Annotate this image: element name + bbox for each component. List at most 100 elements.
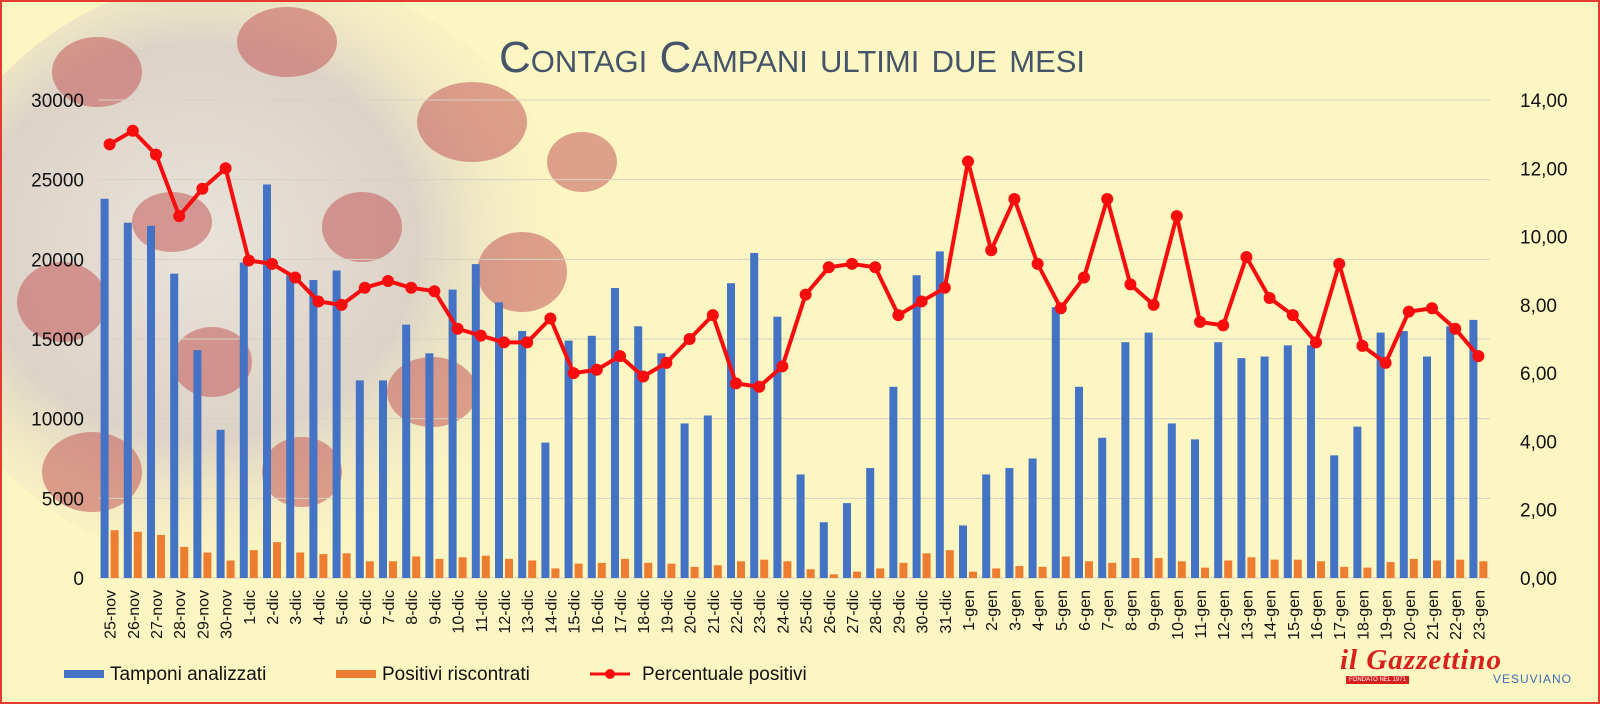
left-tick-label: 20000	[31, 250, 84, 271]
x-tick-label: 25-nov	[103, 590, 120, 639]
point-percentuale	[1310, 336, 1322, 349]
x-tick-label: 12-gen	[1216, 590, 1233, 640]
bar-tamponi	[889, 386, 898, 578]
bar-tamponi	[1423, 356, 1431, 578]
point-percentuale	[1147, 298, 1160, 311]
point-percentuale	[219, 162, 232, 175]
point-percentuale	[985, 244, 998, 257]
point-percentuale	[358, 281, 371, 294]
bar-tamponi	[425, 353, 434, 578]
point-percentuale	[544, 312, 557, 325]
bar-tamponi	[286, 275, 295, 578]
point-percentuale	[1217, 319, 1230, 332]
bar-tamponi	[263, 184, 271, 579]
x-tick-label: 26-nov	[126, 590, 143, 639]
bar-tamponi	[471, 264, 480, 578]
bar-positivi	[319, 554, 328, 578]
right-tick-label: 14,00	[1520, 91, 1568, 112]
bar-tamponi	[1098, 437, 1107, 578]
x-tick-label: 5-gen	[1054, 590, 1071, 631]
point-percentuale	[799, 288, 812, 301]
bar-positivi	[435, 558, 444, 578]
bar-positivi	[806, 569, 815, 578]
left-tick-label: 15000	[31, 330, 84, 351]
bar-tamponi	[912, 275, 921, 578]
bar-tamponi	[239, 262, 248, 578]
point-percentuale	[822, 261, 835, 274]
bar-positivi	[226, 560, 235, 578]
bar-positivi	[644, 562, 653, 578]
x-tick-label: 28-dic	[868, 590, 885, 634]
right-axis: 0,00 2,00 4,00 6,00 8,00 10,00 12,00 14,00	[1520, 91, 1568, 590]
point-percentuale	[637, 370, 650, 383]
point-percentuale	[1124, 278, 1137, 291]
right-tick-label: 10,00	[1520, 228, 1568, 249]
x-tick-label: 21-dic	[706, 590, 723, 634]
point-percentuale	[1008, 193, 1021, 206]
point-percentuale	[869, 261, 882, 274]
left-tick-label: 5000	[42, 489, 84, 510]
bar-tamponi	[1144, 332, 1153, 578]
bar-positivi	[551, 568, 560, 578]
bar-positivi	[481, 555, 490, 578]
chart-title: Contagi Campani ultimi due mesi	[499, 33, 1085, 82]
bar-tamponi	[657, 353, 666, 578]
point-percentuale	[173, 210, 186, 223]
bar-positivi	[829, 574, 838, 578]
bar-tamponi	[866, 468, 875, 578]
point-percentuale	[451, 322, 464, 335]
bar-positivi	[157, 534, 165, 578]
point-percentuale	[312, 295, 325, 308]
point-percentuale	[1379, 356, 1392, 369]
bar-series	[100, 184, 1488, 579]
x-tick-label: 22-dic	[729, 590, 746, 634]
point-percentuale	[103, 138, 116, 151]
bar-positivi	[667, 563, 676, 578]
x-tick-label: 28-nov	[172, 590, 189, 639]
bar-positivi	[273, 542, 281, 578]
x-tick-label: 29-nov	[195, 590, 212, 639]
x-tick-label: 31-dic	[938, 590, 955, 634]
bar-positivi	[365, 561, 374, 578]
legend-label-positivi: Positivi riscontrati	[382, 664, 530, 685]
legend-swatch-positivi	[336, 670, 376, 678]
bar-positivi	[1038, 566, 1047, 578]
x-tick-label: 17-gen	[1332, 590, 1349, 640]
bar-positivi	[1479, 561, 1488, 578]
left-tick-label: 0	[73, 569, 84, 590]
bar-tamponi	[1051, 307, 1060, 578]
bar-positivi	[1201, 567, 1209, 578]
bar-tamponi	[216, 429, 225, 578]
bar-tamponi	[703, 415, 712, 578]
x-tick-label: 3-dic	[288, 590, 305, 625]
bar-tamponi	[773, 316, 782, 578]
point-percentuale	[474, 329, 487, 342]
x-tick-label: 15-gen	[1286, 590, 1303, 640]
x-tick-label: 10-dic	[451, 590, 468, 634]
point-percentuale	[567, 367, 580, 380]
point-percentuale	[1101, 193, 1114, 206]
point-percentuale	[1170, 210, 1183, 223]
bar-positivi	[1061, 556, 1070, 578]
x-tick-label: 5-dic	[335, 590, 352, 625]
right-tick-label: 8,00	[1520, 296, 1557, 317]
right-tick-label: 12,00	[1520, 159, 1568, 180]
logo-tagline: FONDATO NEL 1971	[1346, 676, 1409, 684]
x-tick-label: 17-dic	[613, 590, 630, 634]
right-tick-label: 0,00	[1520, 569, 1557, 590]
legend-label-tamponi: Tamponi analizzati	[110, 664, 266, 685]
x-tick-label: 4-gen	[1031, 590, 1048, 631]
x-tick-label: 23-gen	[1471, 590, 1488, 640]
bar-tamponi	[935, 251, 944, 578]
x-tick-label: 29-dic	[891, 590, 908, 634]
bar-positivi	[1015, 566, 1024, 578]
point-percentuale	[242, 254, 255, 267]
x-tick-label: 26-dic	[822, 590, 839, 634]
x-tick-label: 23-dic	[752, 590, 769, 634]
bar-positivi	[528, 560, 537, 578]
bar-positivi	[1363, 567, 1372, 578]
bar-positivi	[1224, 560, 1233, 578]
x-tick-label: 16-gen	[1309, 590, 1326, 640]
right-tick-label: 2,00	[1520, 501, 1557, 522]
bar-tamponi	[796, 474, 805, 578]
